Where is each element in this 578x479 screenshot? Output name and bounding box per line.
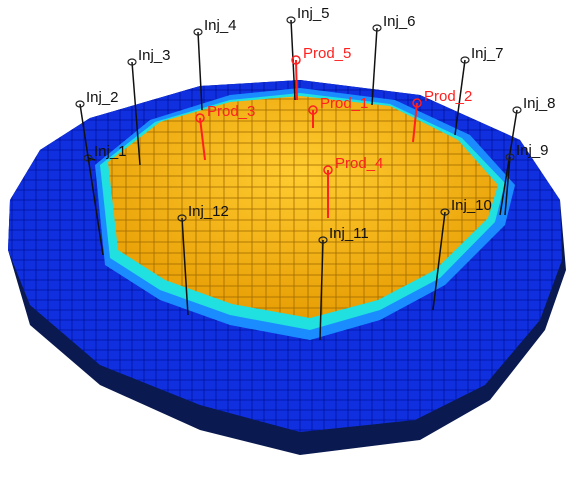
producer-label: Prod_5	[303, 45, 351, 62]
injector-label: Inj_12	[188, 203, 229, 220]
injector-label: Inj_7	[471, 45, 504, 62]
injector-label: Inj_2	[86, 89, 119, 106]
injector-label: Inj_4	[204, 17, 237, 34]
injector-label: Inj_1	[94, 143, 127, 160]
reservoir-grid	[8, 80, 566, 455]
injector-label: Inj_3	[138, 47, 171, 64]
producer-label: Prod_1	[320, 95, 368, 112]
injector-label: Inj_9	[516, 142, 549, 159]
producer-well	[296, 60, 297, 100]
producer-label: Prod_3	[207, 103, 255, 120]
injector-label: Inj_6	[383, 13, 416, 30]
producer-label: Prod_4	[335, 155, 383, 172]
injector-label: Inj_11	[329, 225, 369, 242]
producer-label: Prod_2	[424, 88, 472, 105]
injector-label: Inj_10	[451, 197, 492, 214]
injector-label: Inj_8	[523, 95, 556, 112]
reservoir-view: Inj_1 Inj_2 Inj_3 Inj_4 Inj_5 Inj_6 Inj_7 Inj_8…	[0, 0, 578, 479]
injector-label: Inj_5	[297, 5, 330, 22]
